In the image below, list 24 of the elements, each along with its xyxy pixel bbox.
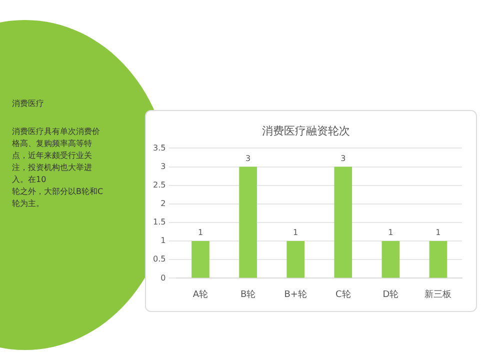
data-label: 3	[340, 154, 346, 163]
y-tick-label: 0.5	[152, 254, 166, 264]
text: 轮之外，大部分以B轮和C轮为主。	[12, 186, 104, 210]
text: 消费医疗具有单次消费价格高、复购频率高等特点，近年来颇受行业关注，投资机构也大举进入。在10	[12, 126, 101, 186]
data-label: 1	[436, 228, 441, 238]
x-tick-label: 新三板	[424, 288, 452, 300]
data-label: 1	[388, 228, 394, 238]
x-tick-label: C轮	[335, 288, 351, 300]
x-tick-label: D轮	[382, 288, 399, 300]
y-tick-label: 3	[160, 162, 166, 171]
chart-title: 消费医疗融资轮次	[262, 124, 350, 138]
y-tick-label: 2	[160, 198, 166, 208]
data-label: 1	[198, 228, 204, 238]
y-tick-label: 1	[160, 236, 166, 246]
x-tick-label: B+轮	[284, 288, 307, 300]
x-tick-label: B轮	[240, 288, 256, 300]
x-tick-label: A轮	[192, 288, 208, 300]
data-label: 3	[245, 154, 251, 163]
y-tick-label: 1.5	[152, 218, 166, 227]
y-tick-label: 0	[160, 273, 166, 282]
y-tick-label: 3.5	[152, 143, 166, 152]
text: 消费医疗	[12, 98, 45, 109]
y-tick-label: 2.5	[152, 180, 166, 190]
data-label: 1	[293, 228, 298, 238]
